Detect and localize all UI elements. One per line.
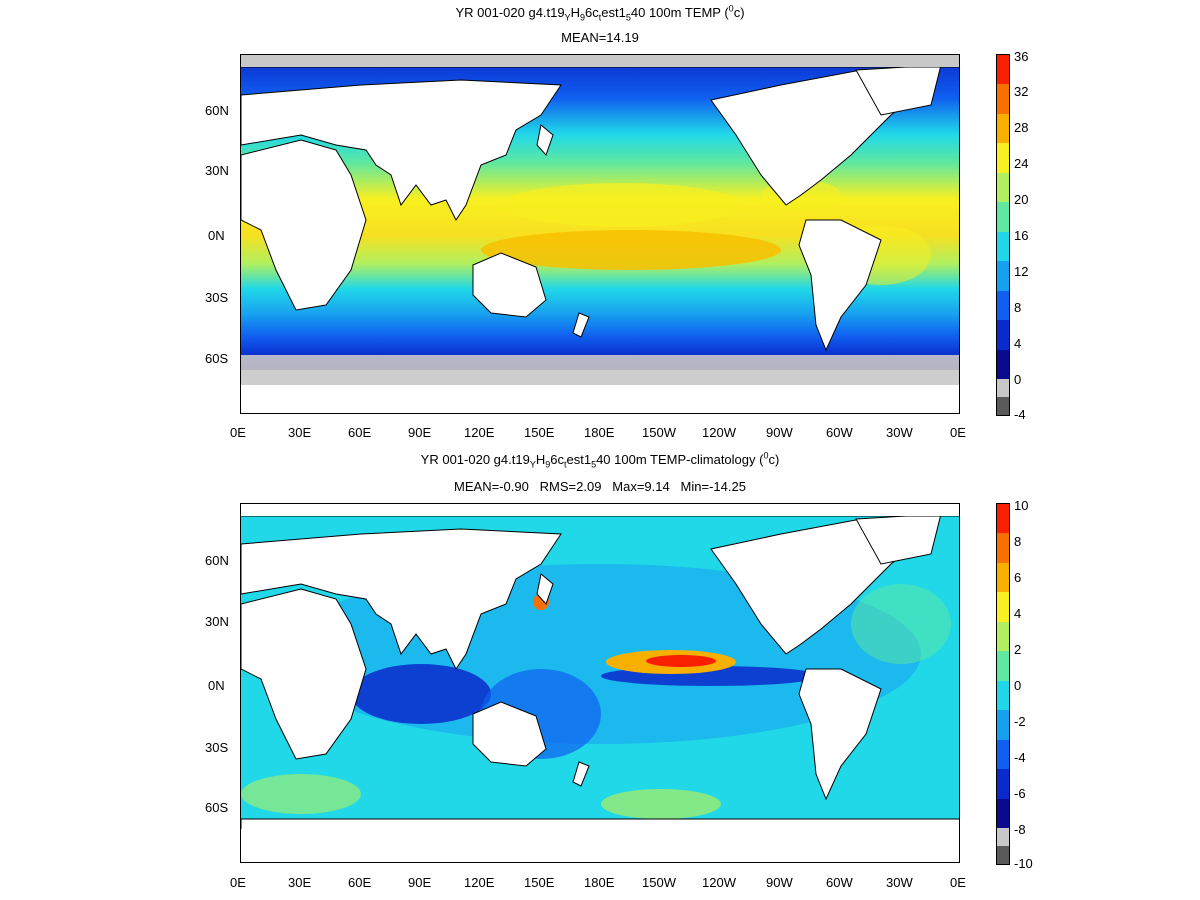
top-colorbar-label: -4 (1014, 407, 1026, 422)
top-lon-label: 0E (950, 425, 966, 440)
top-lat-label: 0N (208, 228, 225, 243)
top-lon-label: 60E (348, 425, 372, 440)
bottom-colorbar-label: 8 (1014, 534, 1022, 549)
colorbar-segment (997, 769, 1009, 799)
top-lat-label: 60N (205, 103, 229, 118)
top-lon-label: 150W (642, 425, 676, 440)
top-lon-label: 0E (230, 425, 246, 440)
bottom-colorbar-label: -8 (1014, 822, 1026, 837)
colorbar-segment (997, 379, 1009, 397)
bottom-lon-label: 90W (766, 875, 793, 890)
colorbar-segment (997, 680, 1009, 711)
bottom-colorbar-label: -4 (1014, 750, 1026, 765)
bottom-lon-label: 0E (950, 875, 966, 890)
top-lon-label: 150E (524, 425, 555, 440)
top-colorbar-label: 12 (1014, 264, 1029, 279)
bottom-colorbar-label: -10 (1014, 856, 1033, 871)
bottom-map-field (241, 504, 959, 862)
bottom-colorbar-label: -6 (1014, 786, 1026, 801)
colorbar-segment (997, 828, 1009, 846)
bottom-lon-label: 90E (408, 875, 432, 890)
bottom-lon-label: 0E (230, 875, 246, 890)
colorbar-segment (997, 261, 1009, 291)
top-colorbar-label: 24 (1014, 156, 1029, 171)
top-lon-label: 30E (288, 425, 312, 440)
top-lon-label: 120E (464, 425, 495, 440)
top-map-field (241, 55, 959, 413)
bottom-lon-label: 120E (464, 875, 495, 890)
colorbar-segment (997, 798, 1009, 828)
top-colorbar-label: 8 (1014, 300, 1022, 315)
colorbar-segment (997, 143, 1009, 173)
bottom-colorbar-label: 10 (1014, 498, 1029, 513)
bottom-colorbar-label: -2 (1014, 714, 1026, 729)
colorbar-segment (997, 113, 1009, 144)
top-lon-label: 90W (766, 425, 793, 440)
colorbar-segment (997, 846, 1009, 864)
top-map (240, 54, 960, 414)
bottom-lon-label: 60W (826, 875, 853, 890)
top-lat-label: 30S (205, 290, 229, 305)
colorbar-segment (997, 710, 1009, 740)
top-stats: MEAN=14.19 (561, 30, 639, 45)
colorbar-segment (997, 320, 1009, 350)
bottom-lon-label: 30E (288, 875, 312, 890)
top-lon-label: 60W (826, 425, 853, 440)
colorbar-segment (997, 202, 1009, 232)
bottom-lat-label: 60S (205, 800, 229, 815)
colorbar-segment (997, 621, 1009, 652)
colorbar-segment (997, 172, 1009, 203)
colorbar-segment (997, 533, 1009, 563)
bottom-lat-label: 0N (208, 678, 225, 693)
bottom-map (240, 503, 960, 863)
colorbar-segment (997, 84, 1009, 114)
colorbar-segment (997, 397, 1009, 415)
top-lon-label: 120W (702, 425, 736, 440)
top-lat-label: 60S (205, 351, 229, 366)
colorbar-segment (997, 592, 1009, 622)
bottom-lon-label: 150E (524, 875, 555, 890)
top-colorbar-label: 16 (1014, 228, 1029, 243)
top-lat-label: 30N (205, 163, 229, 178)
bottom-lat-label: 60N (205, 553, 229, 568)
colorbar-segment (997, 349, 1009, 379)
bottom-lon-label: 150W (642, 875, 676, 890)
top-colorbar-label: 20 (1014, 192, 1029, 207)
bottom-lon-label: 120W (702, 875, 736, 890)
top-colorbar-label: 32 (1014, 84, 1029, 99)
top-colorbar-label: 4 (1014, 336, 1022, 351)
bottom-colorbar-label: 0 (1014, 678, 1022, 693)
bottom-colorbar-label: 2 (1014, 642, 1022, 657)
top-lon-label: 180E (584, 425, 615, 440)
colorbar-segment (997, 651, 1009, 681)
top-lon-label: 90E (408, 425, 432, 440)
bottom-colorbar-label: 6 (1014, 570, 1022, 585)
bottom-colorbar (996, 503, 1010, 865)
bottom-lat-label: 30N (205, 614, 229, 629)
top-colorbar-label: 0 (1014, 372, 1022, 387)
top-lon-label: 30W (886, 425, 913, 440)
bottom-title: YR 001-020 g4.t19YH96ctest1540 100m TEMP… (420, 450, 780, 470)
colorbar-segment (997, 739, 1009, 770)
colorbar-segment (997, 562, 1009, 593)
bottom-lat-label: 30S (205, 740, 229, 755)
top-colorbar-label: 28 (1014, 120, 1029, 135)
bottom-colorbar-label: 4 (1014, 606, 1022, 621)
colorbar-segment (997, 290, 1009, 321)
bottom-stats: MEAN=-0.90 RMS=2.09 Max=9.14 Min=-14.25 (454, 479, 746, 494)
colorbar-segment (997, 231, 1009, 262)
colorbar-segment (997, 504, 1009, 534)
bottom-lon-label: 180E (584, 875, 615, 890)
colorbar-segment (997, 55, 1009, 85)
bottom-lon-label: 30W (886, 875, 913, 890)
top-colorbar (996, 54, 1010, 416)
top-title: YR 001-020 g4.t19YH96ctest1540 100m TEMP… (455, 3, 745, 23)
bottom-lon-label: 60E (348, 875, 372, 890)
top-colorbar-label: 36 (1014, 49, 1029, 64)
